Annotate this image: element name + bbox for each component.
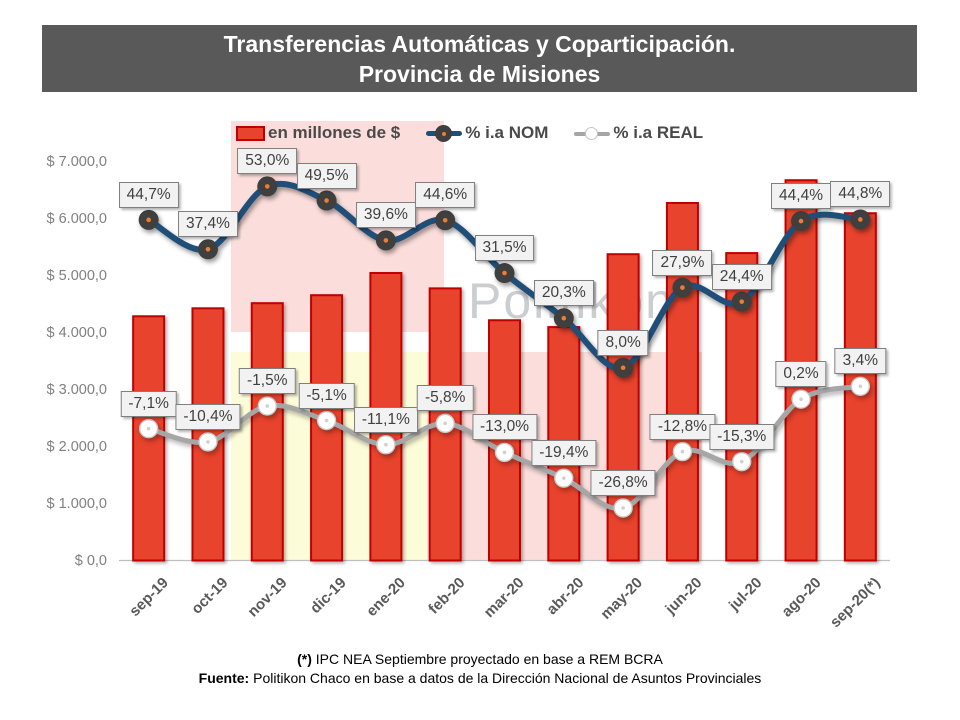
legend-item-nom: % i.a NOM xyxy=(426,123,548,143)
real-marker-dot-icon xyxy=(146,426,151,431)
bar-jun-20 xyxy=(665,201,699,562)
footnote-line-2-text: Politikon Chaco en base a datos de la Di… xyxy=(249,670,762,686)
bar-mar-20 xyxy=(488,319,521,562)
nom-marker-dot-icon xyxy=(739,299,745,304)
real-marker-dot-icon xyxy=(562,476,566,480)
real-marker-dot-icon xyxy=(384,442,388,447)
real-marker-dot-icon xyxy=(502,450,507,455)
nom-marker-dot-icon xyxy=(264,184,270,189)
nom-marker-dot-icon xyxy=(620,365,626,371)
legend-item-real: % i.a REAL xyxy=(574,123,703,143)
real-marker-dot-icon xyxy=(621,506,625,510)
legend-label-real: % i.a REAL xyxy=(613,123,704,142)
real-marker-dot-icon xyxy=(799,397,803,401)
bar-abr-20 xyxy=(547,326,581,562)
nom-marker-dot-icon xyxy=(798,218,804,224)
nom-marker-dot-icon xyxy=(205,246,211,252)
chart-title: Transferencias Automáticas y Coparticipa… xyxy=(42,25,917,92)
nom-line-swatch-icon xyxy=(426,124,463,142)
real-marker-dot-icon xyxy=(206,440,210,444)
real-marker-dot-icon xyxy=(265,404,270,408)
bar-oct-19 xyxy=(191,307,225,562)
footnote: (*) IPC NEA Septiembre proyectado en bas… xyxy=(0,650,960,688)
chart-legend: en millones de $ % i.a NOM % i.a REAL xyxy=(236,119,703,147)
nom-marker-dot-icon xyxy=(680,285,685,290)
legend-item-bars: en millones de $ xyxy=(236,123,400,143)
legend-label-nom: % i.a NOM xyxy=(465,123,549,142)
bar-nov-19 xyxy=(250,302,284,562)
chart-title-line-2: Provincia de Misiones xyxy=(358,60,601,87)
nom-marker-dot-icon xyxy=(383,238,389,243)
footnote-line-2: Fuente: Politikon Chaco en base a datos … xyxy=(0,669,960,688)
footnote-source-prefix: Fuente: xyxy=(198,670,250,686)
nom-marker-dot-icon xyxy=(146,217,151,223)
nom-marker-dot-icon xyxy=(502,270,507,276)
nom-marker-dot-icon xyxy=(561,315,567,321)
real-line-series xyxy=(138,376,871,518)
real-line-swatch-icon xyxy=(574,124,611,142)
nom-line-series xyxy=(138,176,871,378)
bar-ene-20 xyxy=(369,272,403,562)
bar-series-swatch-icon xyxy=(236,125,265,141)
nom-marker-dot-icon xyxy=(324,198,329,203)
real-marker-dot-icon xyxy=(858,384,863,389)
real-marker-dot-icon xyxy=(443,421,447,426)
footnote-line-1-text: IPC NEA Septiembre proyectado en base a … xyxy=(311,651,663,667)
nom-marker-dot-icon xyxy=(858,217,863,222)
footnote-asterisk: (*) xyxy=(297,651,312,667)
chart-title-line-1: Transferencias Automáticas y Coparticipa… xyxy=(223,30,736,57)
legend-label-bars: en millones de $ xyxy=(268,123,401,142)
nom-marker-dot-icon xyxy=(442,217,448,223)
real-marker-dot-icon xyxy=(680,449,685,454)
bar-sep-19 xyxy=(132,315,166,562)
real-marker-dot-icon xyxy=(739,459,744,464)
footnote-line-1: (*) IPC NEA Septiembre proyectado en bas… xyxy=(0,650,960,669)
real-marker-dot-icon xyxy=(324,418,329,423)
